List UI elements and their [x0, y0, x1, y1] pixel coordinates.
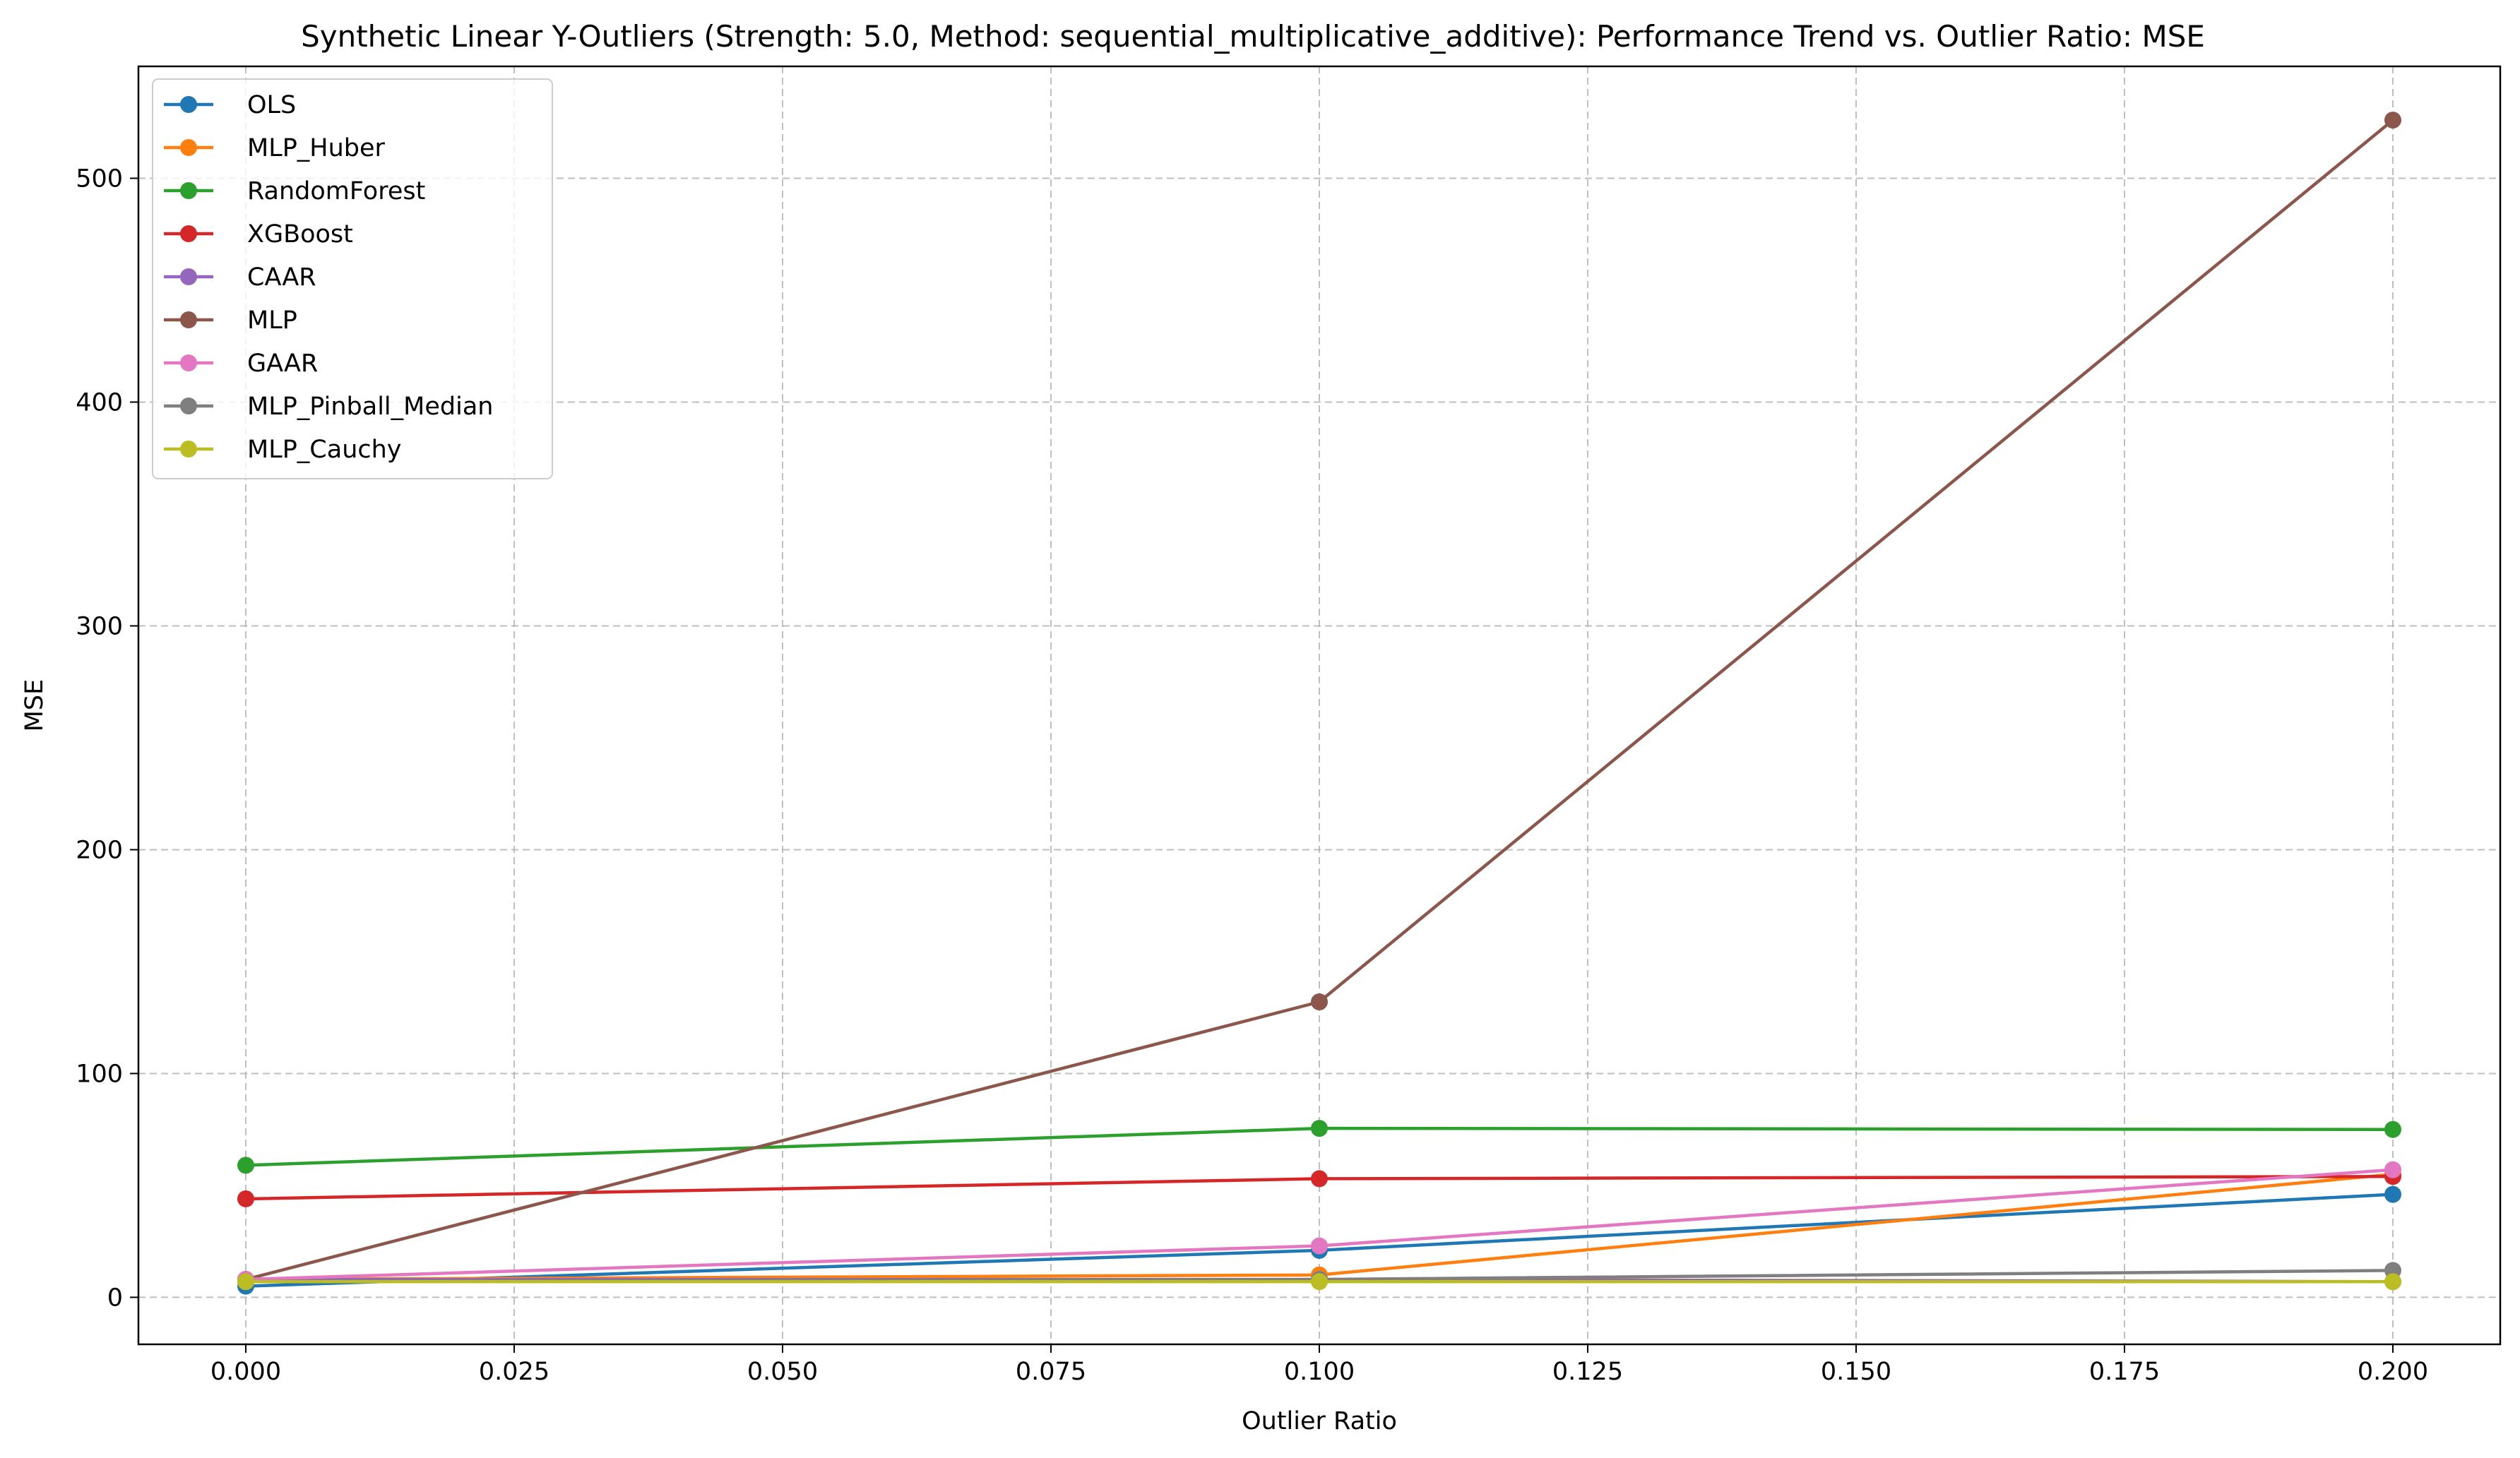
legend: OLS MLP_Huber RandomForest XGBoost CAAR MLP GA…: [152, 78, 553, 479]
x-tick-label: 0.000: [210, 1358, 281, 1386]
data-point-mlp: [1311, 993, 1328, 1011]
legend-swatch-marker: [180, 225, 197, 242]
x-tick-label: 0.075: [1016, 1358, 1086, 1386]
legend-swatch-marker: [180, 398, 197, 414]
series-layer: [237, 112, 2401, 1295]
legend-label: MLP_Pinball_Median: [247, 393, 493, 421]
legend-item-caar: CAAR: [164, 263, 316, 292]
y-tick-label: 100: [76, 1060, 123, 1088]
y-tick-label: 0: [107, 1284, 123, 1312]
y-tick-label: 200: [76, 836, 123, 864]
y-axis-label: MSE: [20, 679, 49, 732]
legend-label: OLS: [247, 91, 296, 119]
legend-item-xgboost: XGBoost: [164, 220, 353, 249]
series-xgboost: [237, 1168, 2401, 1207]
chart-title: Synthetic Linear Y-Outliers (Strength: 5…: [301, 19, 2205, 54]
legend-box: [152, 78, 553, 479]
x-tick-label: 0.100: [1284, 1358, 1355, 1386]
legend-label: RandomForest: [247, 177, 425, 205]
y-tick-label: 400: [76, 388, 123, 417]
x-axis-label: Outlier Ratio: [1242, 1407, 1397, 1435]
data-point-xgboost: [1311, 1170, 1328, 1188]
grid: [138, 66, 2500, 1344]
legend-label: GAAR: [247, 349, 318, 378]
data-point-gaar: [2384, 1161, 2401, 1178]
legend-swatch-marker: [180, 96, 197, 113]
y-tick-label: 300: [76, 612, 123, 640]
x-tick-label: 0.050: [747, 1358, 818, 1386]
x-tick-label: 0.150: [1821, 1358, 1891, 1386]
legend-label: MLP_Cauchy: [247, 436, 402, 464]
series-mlp-cauchy: [237, 1273, 2401, 1291]
y-tick-label: 500: [76, 165, 123, 193]
data-point-randomforest: [2384, 1121, 2401, 1138]
legend-item-randomforest: RandomForest: [164, 177, 425, 205]
legend-swatch-marker: [180, 139, 197, 156]
legend-item-mlp: MLP: [164, 306, 297, 335]
data-point-randomforest: [1311, 1120, 1328, 1137]
data-point-mlp: [2384, 112, 2401, 129]
axis-ticks: 0.000 0.025 0.050 0.075 0.100 0.125 0.150 0.175…: [76, 165, 2428, 1386]
x-tick-label: 0.175: [2089, 1358, 2160, 1386]
legend-swatch-marker: [180, 441, 197, 458]
legend-item-ols: OLS: [164, 91, 296, 119]
series-randomforest: [237, 1120, 2401, 1174]
x-tick-label: 0.025: [479, 1358, 549, 1386]
data-point-xgboost: [237, 1190, 254, 1207]
x-tick-label: 0.200: [2358, 1358, 2428, 1386]
data-point-mlp-cauchy: [237, 1273, 254, 1291]
data-point-ols: [2384, 1185, 2401, 1203]
legend-swatch-marker: [180, 311, 197, 328]
data-point-mlp-cauchy: [1311, 1273, 1328, 1291]
legend-swatch-marker: [180, 182, 197, 199]
legend-item-mlp-cauchy: MLP_Cauchy: [164, 436, 402, 464]
data-point-gaar: [1311, 1237, 1328, 1255]
legend-item-mlp-pinball-median: MLP_Pinball_Median: [164, 393, 493, 421]
legend-label: MLP_Huber: [247, 134, 386, 162]
legend-label: CAAR: [247, 263, 316, 292]
legend-item-mlp-huber: MLP_Huber: [164, 134, 386, 162]
legend-label: MLP: [247, 306, 297, 335]
data-point-mlp-cauchy: [2384, 1273, 2401, 1291]
data-point-randomforest: [237, 1157, 254, 1174]
legend-swatch-marker: [180, 354, 197, 371]
legend-label: XGBoost: [247, 220, 353, 249]
x-tick-label: 0.125: [1552, 1358, 1623, 1386]
legend-item-gaar: GAAR: [164, 349, 318, 378]
legend-swatch-marker: [180, 268, 197, 285]
